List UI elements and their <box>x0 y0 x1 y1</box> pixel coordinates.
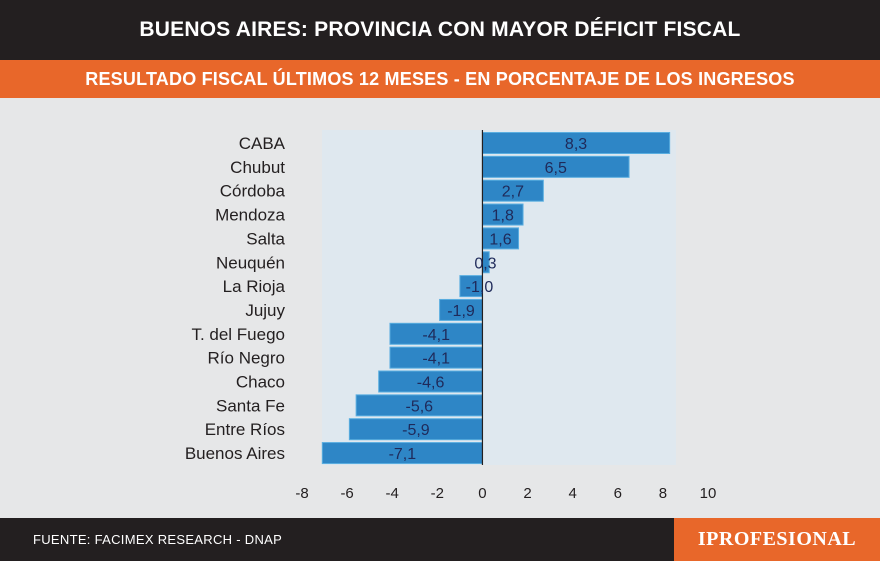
value-label-chaco: -4,6 <box>417 375 445 392</box>
x-tick-label: 0 <box>478 485 486 502</box>
value-label-cordoba: 2,7 <box>502 184 524 201</box>
value-label-entre-rios: -5,9 <box>402 422 430 439</box>
category-label-entre-rios: Entre Ríos <box>205 420 285 439</box>
value-label-rio-negro: -4,1 <box>422 351 450 368</box>
category-label-la-rioja: La Rioja <box>223 277 286 296</box>
value-label-salta: 1,6 <box>489 231 511 248</box>
value-label-jujuy: -1,9 <box>447 303 475 320</box>
value-label-neuquen: 0,3 <box>474 255 496 272</box>
x-tick-labels-group: -8 -6 -4 -2 0 2 4 6 8 10 <box>295 485 716 502</box>
category-labels-group: CABA Chubut Córdoba Mendoza Salta Neuquén La R… <box>185 134 286 463</box>
category-label-mendoza: Mendoza <box>215 206 285 225</box>
x-tick-label: -6 <box>340 485 353 502</box>
bar-chart: CABA Chubut Córdoba Mendoza Salta Neuquén La R… <box>185 130 716 502</box>
value-label-santa-fe: -5,6 <box>405 398 433 415</box>
title-bar: BUENOS AIRES: PROVINCIA CON MAYOR DÉFICI… <box>0 0 880 60</box>
source-note: FUENTE: FACIMEX RESEARCH - DNAP <box>33 532 283 547</box>
value-label-t-del-fuego: -4,1 <box>422 327 450 344</box>
footer: FUENTE: FACIMEX RESEARCH - DNAP IPROFESI… <box>0 518 880 561</box>
value-label-mendoza: 1,8 <box>492 208 514 225</box>
category-label-caba: CABA <box>239 134 286 153</box>
bars-group <box>321 132 671 465</box>
category-label-neuquen: Neuquén <box>216 253 285 272</box>
category-label-t-del-fuego: T. del Fuego <box>191 325 285 344</box>
category-label-buenos-aires: Buenos Aires <box>185 444 285 463</box>
category-label-salta: Salta <box>246 229 285 248</box>
value-label-caba: 8,3 <box>565 136 587 153</box>
value-labels-group: 8,3 6,5 2,7 1,8 1,6 0,3 -1,0 -1,9 -4,1 -4,1 -4,6 -5… <box>389 136 588 463</box>
brand-logo-text: IPROFESIONAL <box>697 528 857 550</box>
value-label-buenos-aires: -7,1 <box>389 446 417 463</box>
x-tick-label: -4 <box>386 485 399 502</box>
category-label-chaco: Chaco <box>236 373 285 392</box>
x-tick-label: 4 <box>568 485 576 502</box>
subtitle-bar: RESULTADO FISCAL ÚLTIMOS 12 MESES - EN P… <box>0 60 880 98</box>
category-label-santa-fe: Santa Fe <box>216 396 285 415</box>
category-label-cordoba: Córdoba <box>220 182 286 201</box>
x-tick-label: 6 <box>614 485 622 502</box>
chart-subtitle: RESULTADO FISCAL ÚLTIMOS 12 MESES - EN P… <box>85 68 795 89</box>
x-tick-label: -2 <box>431 485 444 502</box>
category-label-jujuy: Jujuy <box>245 301 285 320</box>
category-label-rio-negro: Río Negro <box>208 349 285 368</box>
x-tick-label: 10 <box>700 485 717 502</box>
value-label-la-rioja: -1,0 <box>466 279 494 296</box>
x-tick-label: -8 <box>295 485 308 502</box>
chart-title: BUENOS AIRES: PROVINCIA CON MAYOR DÉFICI… <box>139 18 741 41</box>
x-tick-label: 2 <box>523 485 531 502</box>
x-tick-label: 8 <box>659 485 667 502</box>
brand-logo: IPROFESIONAL <box>674 518 880 561</box>
category-label-chubut: Chubut <box>230 158 285 177</box>
value-label-chubut: 6,5 <box>545 160 567 177</box>
